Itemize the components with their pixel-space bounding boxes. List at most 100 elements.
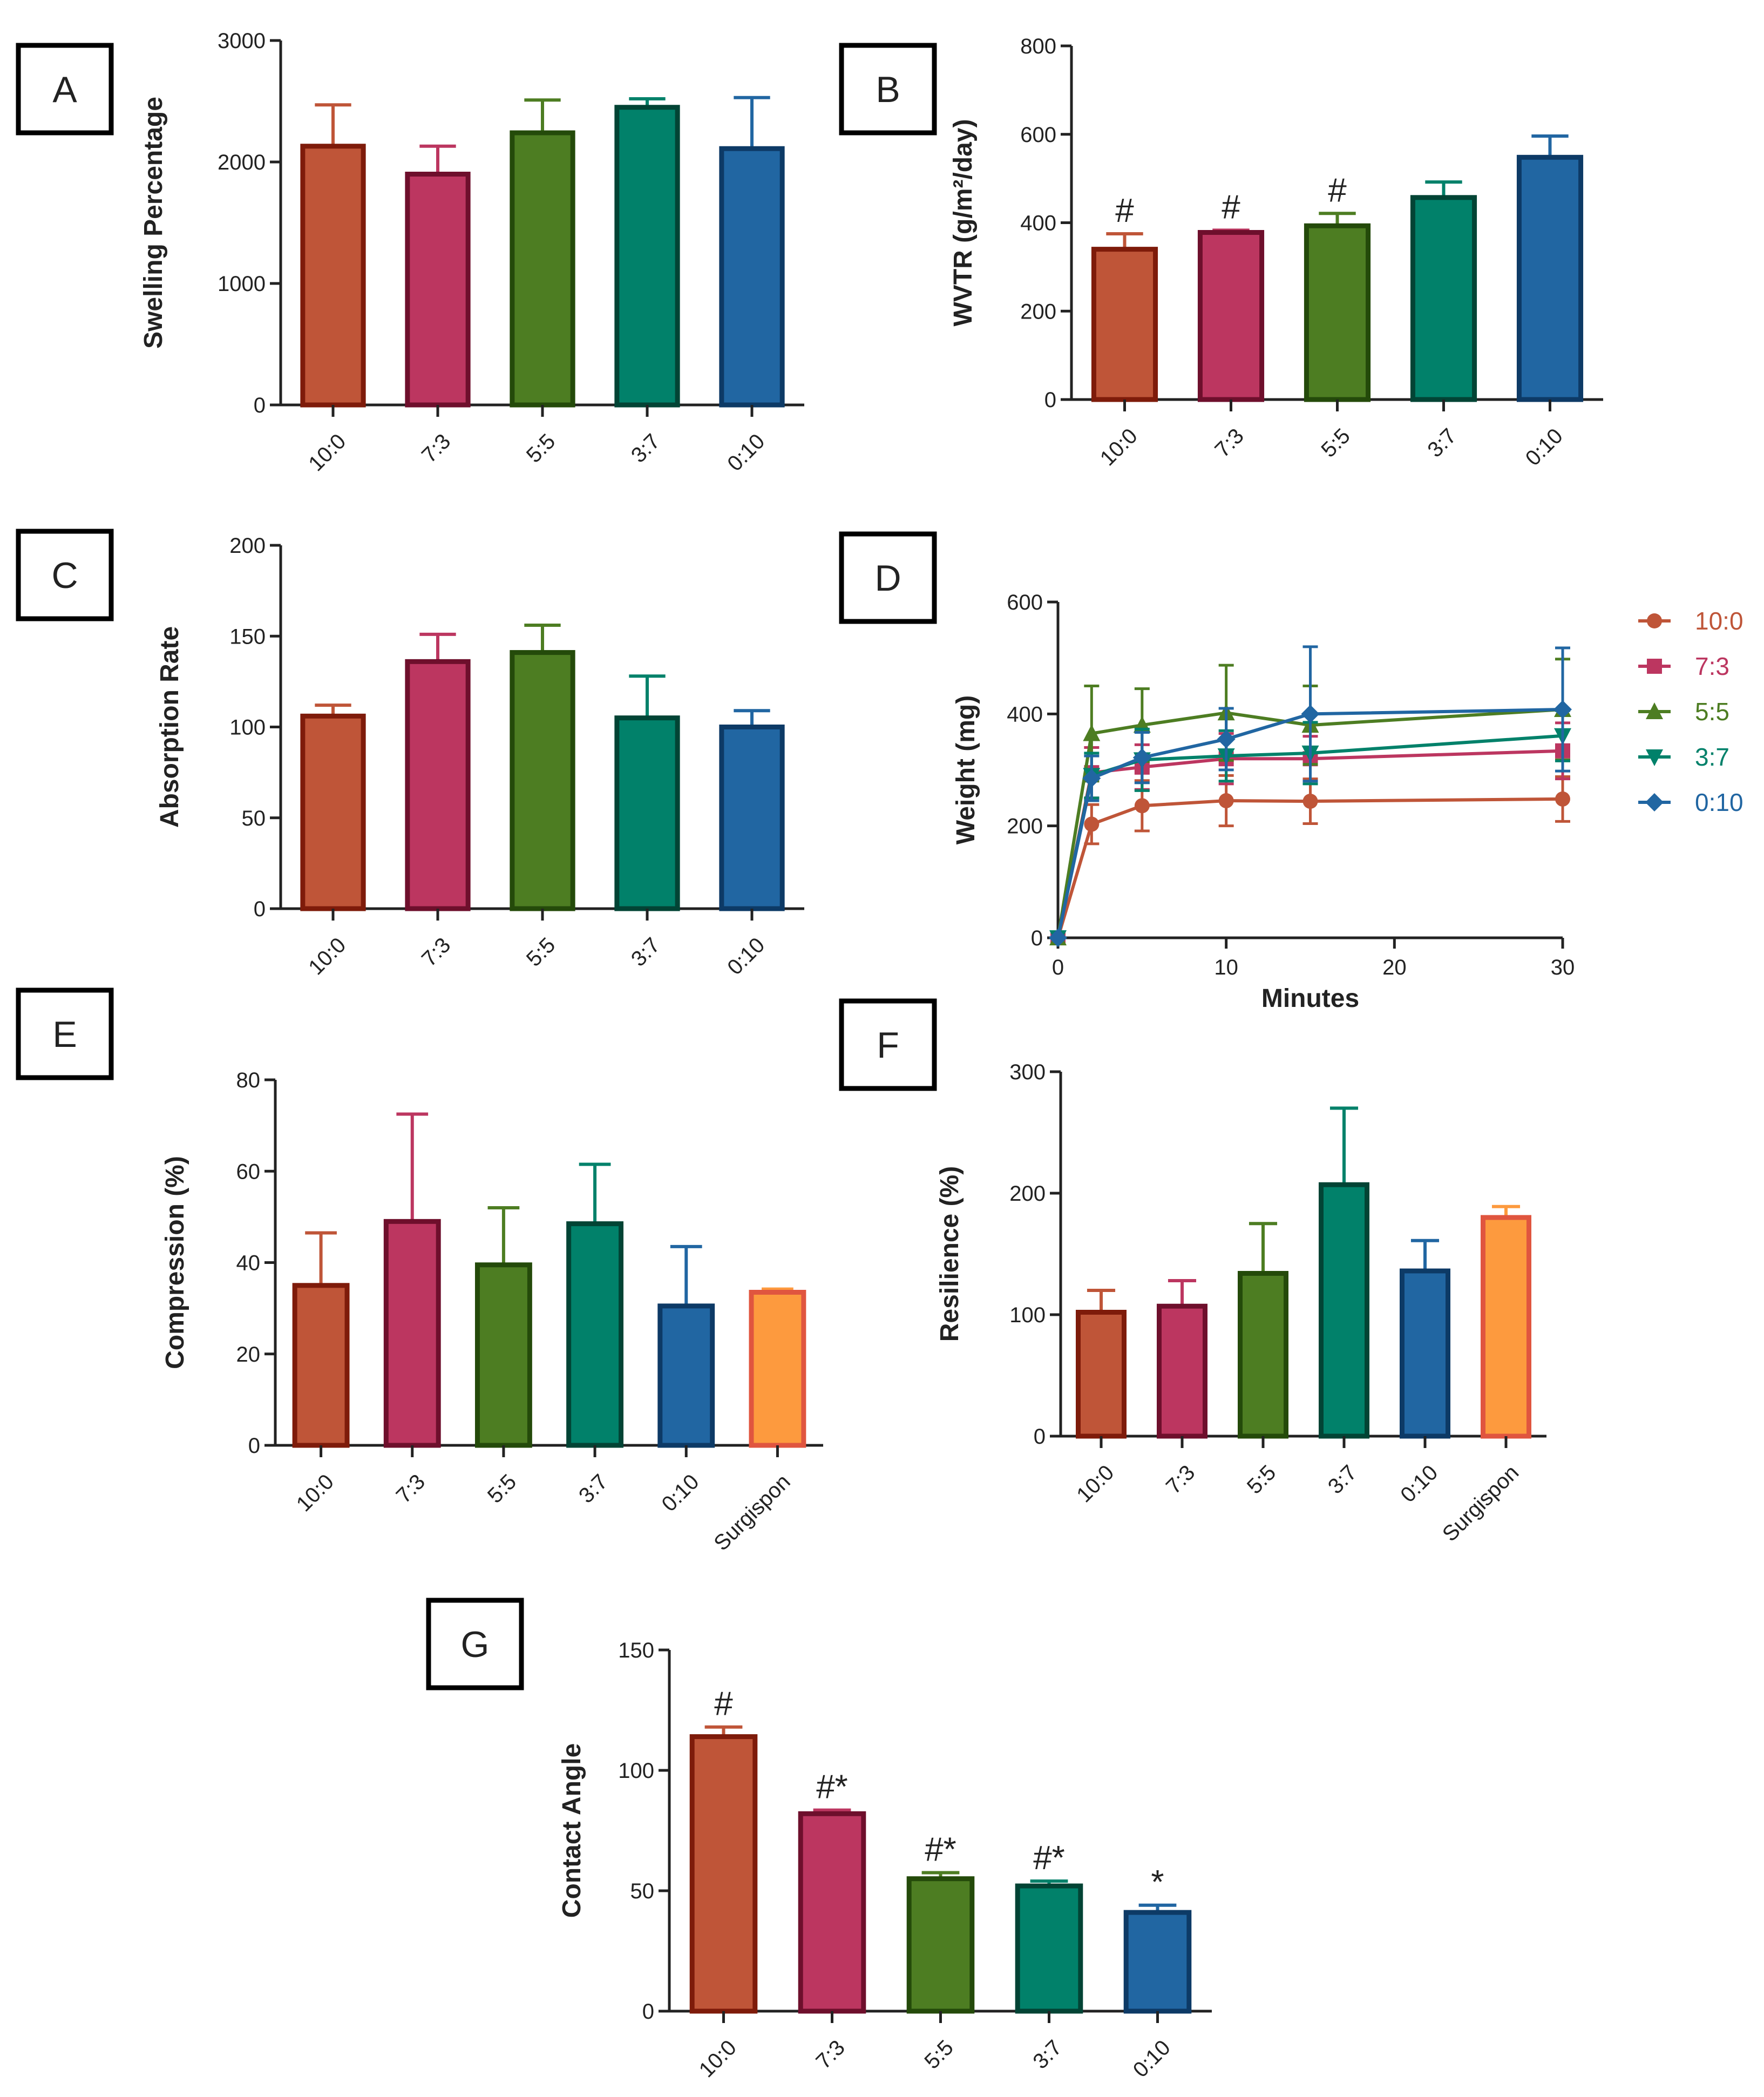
y-tick-label: 0 — [1034, 1425, 1046, 1449]
bar — [1091, 247, 1158, 402]
x-tick-label: 3:7 — [1028, 2035, 1066, 2073]
x-tick-label: 5:5 — [522, 933, 560, 971]
x-tick-label: 7:3 — [417, 429, 455, 467]
x-tick-label: 10:0 — [1072, 1460, 1118, 1507]
bar — [292, 1283, 350, 1448]
bar — [300, 144, 366, 408]
x-tick-label: Surgispon — [709, 1470, 795, 1555]
y-tick-label: 800 — [1020, 35, 1056, 58]
legend-marker — [1646, 749, 1663, 766]
x-tick-label: 10:0 — [304, 933, 350, 979]
bar — [1481, 1215, 1531, 1439]
bar — [798, 1811, 866, 2014]
bar — [719, 725, 785, 911]
data-point — [1084, 816, 1100, 832]
x-tick-label: 10:0 — [304, 429, 350, 476]
legend-marker — [1645, 793, 1664, 811]
data-point — [1049, 929, 1067, 947]
x-tick-label: 3:7 — [627, 933, 664, 971]
panel-label: D — [874, 558, 901, 599]
bar — [657, 1303, 715, 1448]
x-tick-label: 0:10 — [1129, 2035, 1175, 2082]
series-5 — [1049, 645, 1572, 947]
bar — [1516, 154, 1584, 402]
legend-item: 7:3 — [1638, 652, 1729, 680]
legend-item: 3:7 — [1638, 743, 1729, 771]
x-tick-label: 0:10 — [1396, 1460, 1442, 1507]
data-point — [1218, 793, 1234, 809]
y-tick-label: 2000 — [218, 151, 266, 174]
bar — [689, 1734, 758, 2014]
series-line — [1056, 708, 1563, 938]
data-point — [1132, 748, 1151, 767]
y-axis-title: Absorption Rate — [155, 626, 184, 828]
bar — [614, 715, 680, 911]
x-tick-label: 0:10 — [657, 1470, 703, 1516]
x-tick-label: 3:7 — [1324, 1460, 1361, 1498]
y-tick-label: 100 — [618, 1759, 654, 1783]
bar — [614, 105, 680, 408]
y-axis-title: Resilience (%) — [935, 1166, 964, 1342]
y-axis-title: Contact Angle — [558, 1743, 586, 1918]
panel-label-box — [16, 987, 114, 1080]
bar — [474, 1262, 532, 1448]
x-tick-label: 20 — [1382, 956, 1407, 979]
y-tick-label: 100 — [1009, 1303, 1046, 1327]
panel-g: G 0 50 100 150 Contact Angle 10:0 #7:3 #* 5:5 #* 3:… — [426, 1598, 1212, 2082]
legend-label: 7:3 — [1695, 652, 1729, 680]
series-1 — [1050, 774, 1570, 945]
y-tick-label: 80 — [236, 1068, 261, 1092]
y-tick-label: 0 — [1031, 926, 1043, 950]
x-tick-label: 5:5 — [920, 2035, 958, 2073]
significance-marker: # — [1222, 188, 1240, 226]
significance-marker: # — [1328, 172, 1347, 209]
panel-label: A — [52, 69, 77, 110]
bar — [1157, 1303, 1207, 1439]
legend-item: 5:5 — [1638, 698, 1729, 726]
panel-label: B — [876, 69, 900, 110]
y-tick-label: 400 — [1020, 212, 1056, 235]
x-tick-label: 3:7 — [1423, 424, 1461, 462]
x-tick-label: 10:0 — [1096, 424, 1142, 470]
significance-marker: # — [714, 1686, 733, 1723]
significance-marker: #* — [925, 1831, 956, 1869]
y-tick-label: 200 — [1009, 1182, 1046, 1206]
panel-label-box — [16, 529, 114, 621]
bar — [1197, 230, 1265, 402]
legend-marker — [1647, 613, 1662, 628]
legend-item: 0:10 — [1638, 788, 1743, 816]
x-tick-label: 7:3 — [392, 1470, 430, 1507]
y-tick-label: 150 — [618, 1639, 654, 1662]
panel-d: D 0 200 400 600 Weight (mg) 0 10 20 30 Minutes 10:0… — [839, 531, 1743, 1013]
x-tick-label: 10 — [1214, 956, 1238, 979]
data-point — [1134, 798, 1150, 814]
x-tick-label: 3:7 — [627, 429, 664, 467]
x-tick-label: 5:5 — [1243, 1460, 1280, 1498]
y-tick-label: 0 — [254, 394, 266, 417]
x-tick-label: 5:5 — [522, 429, 560, 467]
panel-label-box — [839, 531, 937, 624]
bar — [510, 650, 575, 911]
y-axis-title: Compression (%) — [161, 1156, 189, 1369]
panel-label-box — [426, 1598, 524, 1690]
significance-marker: #* — [816, 1769, 848, 1806]
x-tick-label: 30 — [1551, 956, 1575, 979]
legend-item: 10:0 — [1638, 607, 1743, 635]
panel-label: F — [877, 1025, 899, 1066]
data-point — [1217, 729, 1236, 748]
panel-e: E 0 20 40 60 80 Compression (%) 10:0 7:3 5:5 3:7 0:… — [16, 987, 823, 1555]
legend-marker — [1646, 702, 1663, 719]
panel-label: C — [51, 555, 78, 596]
y-tick-label: 0 — [642, 2000, 654, 2024]
bar — [1319, 1182, 1369, 1439]
y-tick-label: 200 — [1020, 300, 1056, 323]
y-tick-label: 40 — [236, 1252, 261, 1275]
y-tick-label: 200 — [229, 534, 266, 558]
bar — [1238, 1271, 1288, 1439]
y-tick-label: 50 — [242, 807, 266, 830]
legend-label: 10:0 — [1695, 607, 1743, 635]
panel-label-box — [839, 998, 937, 1091]
panel-label: E — [52, 1014, 77, 1055]
data-point — [1553, 700, 1572, 719]
